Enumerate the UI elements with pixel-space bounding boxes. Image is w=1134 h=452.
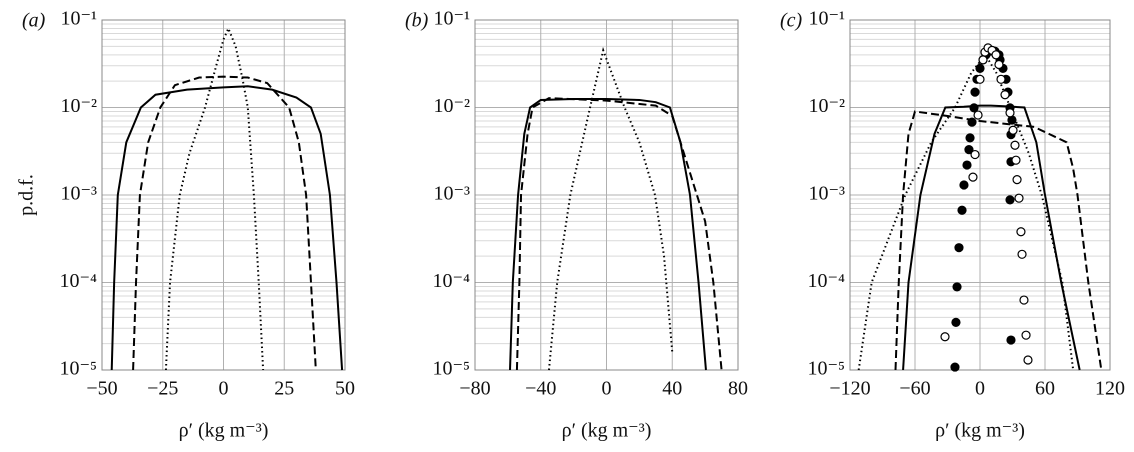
marker	[978, 55, 988, 65]
y-axis-label: p.d.f.	[16, 174, 38, 216]
marker	[952, 282, 962, 292]
marker	[994, 59, 1004, 70]
marker	[1006, 335, 1016, 345]
x-tick-label: −40	[525, 378, 556, 400]
y-tick-label: 10⁻⁴	[807, 270, 845, 292]
panel-label: (b)	[405, 10, 429, 32]
y-tick-label: 10⁻²	[60, 95, 97, 117]
y-tick-label: 10⁻¹	[60, 8, 97, 30]
marker	[969, 103, 979, 113]
x-tick-label: 40	[662, 378, 682, 400]
marker	[1021, 330, 1031, 340]
x-axis-label: ρ′ (kg m⁻³)	[935, 420, 1025, 442]
marker	[964, 145, 974, 155]
line-series	[132, 75, 317, 371]
x-tick-label: −50	[86, 378, 117, 400]
x-tick-label: 60	[1035, 378, 1055, 400]
marker	[1005, 108, 1015, 118]
line-series	[894, 110, 1103, 371]
x-tick-label: 0	[602, 378, 612, 400]
x-tick-label: −25	[147, 378, 178, 400]
y-tick-label: 10⁻¹	[433, 8, 470, 30]
marker	[1016, 227, 1026, 237]
y-tick-label: 10⁻²	[433, 95, 470, 117]
y-tick-label: 10⁻⁵	[432, 358, 470, 380]
line-series	[515, 97, 723, 371]
x-tick-label: 0	[975, 378, 985, 400]
marker	[1017, 249, 1027, 259]
x-tick-label: 120	[1095, 378, 1125, 400]
marker	[940, 332, 950, 342]
x-tick-label: 0	[219, 378, 229, 400]
x-tick-label: −60	[899, 378, 930, 400]
marker	[957, 205, 967, 215]
panel-label: (c)	[780, 10, 803, 32]
marker	[996, 74, 1006, 84]
marker	[967, 117, 977, 127]
plot-frame	[101, 19, 346, 371]
marker	[962, 160, 972, 170]
marker	[1019, 295, 1029, 305]
y-tick-label: 10⁻⁵	[807, 358, 845, 380]
line-series	[164, 25, 265, 371]
marker	[1023, 355, 1033, 365]
marker	[1000, 90, 1010, 100]
marker	[950, 362, 960, 372]
marker	[1011, 155, 1021, 165]
line-series	[902, 104, 1081, 371]
x-tick-label: −80	[459, 378, 490, 400]
x-axis-label: ρ′ (kg m⁻³)	[562, 420, 652, 442]
x-tick-label: −120	[829, 378, 870, 400]
marker	[991, 50, 1001, 60]
marker	[1012, 174, 1022, 185]
y-tick-label: 10⁻³	[808, 183, 845, 205]
plot-frame	[849, 19, 1111, 371]
line-series	[857, 53, 1075, 371]
marker	[975, 74, 985, 84]
line-series	[509, 98, 707, 371]
x-tick-label: 25	[274, 378, 294, 400]
y-tick-label: 10⁻⁵	[59, 358, 97, 380]
marker	[1014, 193, 1024, 203]
x-tick-label: 80	[728, 378, 748, 400]
marker	[951, 317, 961, 327]
line-series	[110, 85, 344, 371]
y-tick-label: 10⁻²	[808, 95, 845, 117]
x-axis-label: ρ′ (kg m⁻³)	[179, 420, 269, 442]
marker	[1008, 125, 1018, 135]
y-tick-label: 10⁻⁴	[59, 270, 97, 292]
marker	[954, 243, 964, 253]
y-tick-label: 10⁻³	[60, 183, 97, 205]
marker	[970, 87, 980, 97]
marker	[975, 63, 985, 73]
marker	[968, 172, 978, 182]
marker	[959, 180, 969, 190]
plot-frame	[474, 19, 739, 371]
marker	[970, 149, 980, 160]
marker	[965, 133, 975, 143]
x-tick-label: 50	[335, 378, 355, 400]
y-tick-label: 10⁻³	[433, 183, 470, 205]
marker	[1005, 195, 1015, 205]
y-tick-label: 10⁻⁴	[432, 270, 470, 292]
marker	[1010, 140, 1020, 150]
marker	[973, 110, 983, 120]
y-tick-label: 10⁻¹	[808, 8, 845, 30]
panel-label: (a)	[22, 10, 46, 32]
